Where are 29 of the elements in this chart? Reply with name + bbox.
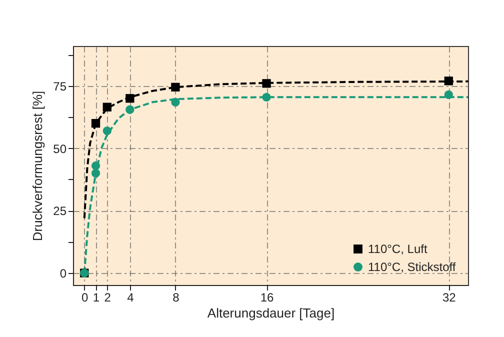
- x-tick-label: 1: [92, 290, 100, 304]
- point: [126, 94, 134, 103]
- point: [171, 98, 180, 106]
- x-tick-label: 4: [127, 290, 134, 304]
- point: [102, 126, 112, 136]
- y-axis-title: Druckverformungsrest [%]: [30, 90, 46, 242]
- point: [102, 102, 112, 112]
- y-tick-label: 0: [60, 266, 67, 281]
- y-tick-label: 75: [53, 79, 67, 94]
- x-tick-label: 32: [442, 290, 456, 304]
- line-series: [83, 80, 468, 220]
- point: [171, 82, 180, 92]
- legend-label: 110°C, Stickstoff: [368, 260, 456, 274]
- y-tick-label: 25: [53, 204, 67, 218]
- x-tick-label: 0: [82, 290, 89, 304]
- legend-label: 110°C, Luft: [368, 242, 428, 256]
- point: [444, 90, 453, 99]
- point: [91, 161, 100, 170]
- x-tick-label: 8: [172, 290, 180, 304]
- x-axis-title: Alterungsdauer [Tage]: [207, 306, 335, 320]
- point: [262, 79, 271, 88]
- y-tick-label: 50: [53, 142, 67, 156]
- point: [91, 168, 100, 178]
- x-tick-label: 2: [104, 290, 112, 304]
- point: [444, 76, 453, 86]
- x-tick-label: 16: [260, 290, 274, 304]
- point: [91, 119, 100, 128]
- point: [126, 105, 134, 114]
- point: [262, 92, 271, 102]
